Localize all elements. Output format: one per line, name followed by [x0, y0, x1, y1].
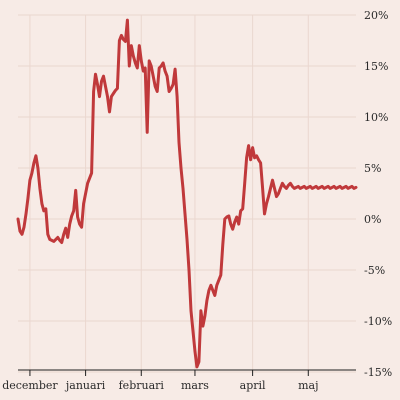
x-tick-label: mars — [181, 379, 209, 392]
y-tick-label: 0% — [364, 213, 381, 226]
grid — [18, 14, 356, 373]
y-tick-label: -15% — [364, 366, 392, 379]
x-tick-label: januari — [64, 379, 106, 392]
x-tick-label: maj — [298, 379, 318, 392]
y-tick-label: 20% — [364, 9, 388, 22]
x-ticks: december januari februari mars april maj — [2, 370, 318, 392]
y-tick-label: -5% — [364, 264, 385, 277]
series-line — [16, 18, 358, 369]
y-tick-label: 15% — [364, 60, 388, 73]
y-tick-label: 10% — [364, 111, 388, 124]
x-tick-label: februari — [119, 379, 165, 392]
y-tick-label: -10% — [364, 315, 392, 328]
x-tick-label: april — [240, 379, 266, 392]
y-tick-label: 5% — [364, 162, 381, 175]
x-tick-label: december — [2, 379, 58, 392]
series-group — [16, 18, 358, 369]
y-ticks: 20% 15% 10% 5% 0% -5% -10% -15% — [364, 9, 392, 379]
